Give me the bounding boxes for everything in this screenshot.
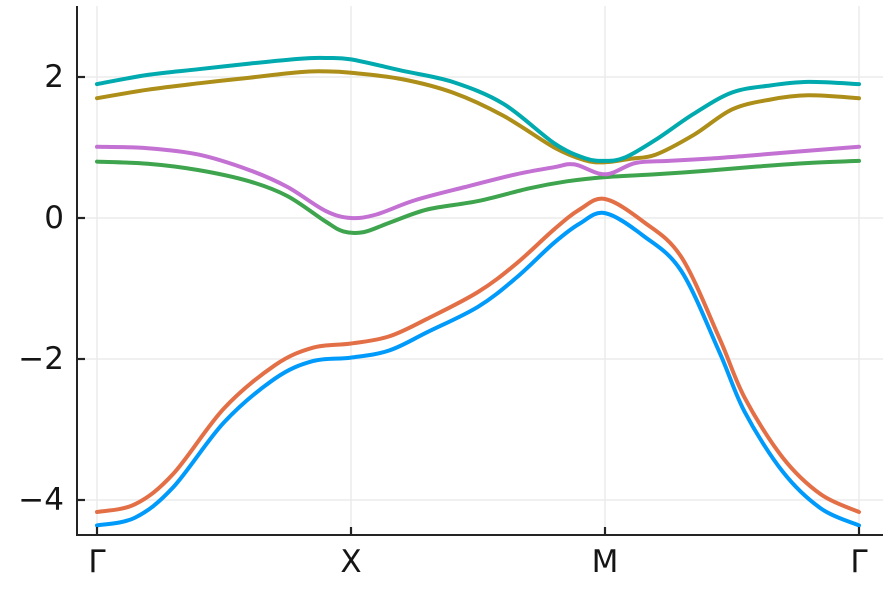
y-tick-label: 2: [44, 59, 64, 95]
band-line-band-6: [95, 55, 861, 163]
x-tick-label: Γ: [88, 544, 106, 580]
y-tick-label: −2: [18, 341, 64, 377]
band-line-band-4: [95, 144, 861, 221]
y-tick-label: −4: [18, 482, 64, 518]
band-line-band-2: [95, 196, 861, 514]
x-tick-label: Γ: [850, 544, 868, 580]
x-tick-label: M: [592, 544, 619, 580]
band-line-band-5: [95, 69, 861, 165]
band-line-band-1: [95, 210, 861, 528]
band-line-band-3: [95, 158, 861, 235]
y-tick-label: 0: [44, 200, 64, 236]
x-tick-label: X: [340, 544, 361, 580]
